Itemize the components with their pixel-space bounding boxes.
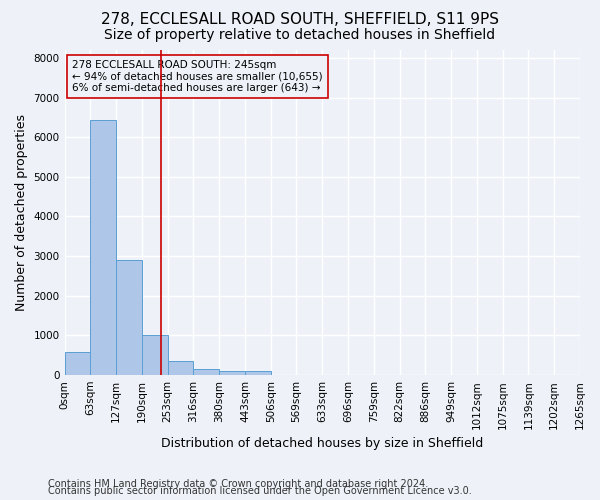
Bar (167, 361, 193, 375)
Bar (193, 368, 219, 375)
Bar (116, 260, 142, 375)
Bar (142, 336, 167, 375)
X-axis label: Distribution of detached houses by size in Sheffield: Distribution of detached houses by size … (161, 437, 484, 450)
Bar (219, 371, 245, 375)
Bar (245, 371, 271, 375)
Bar (91, 120, 116, 375)
Text: Contains public sector information licensed under the Open Government Licence v3: Contains public sector information licen… (48, 486, 472, 496)
Y-axis label: Number of detached properties: Number of detached properties (15, 114, 28, 311)
Text: Contains HM Land Registry data © Crown copyright and database right 2024.: Contains HM Land Registry data © Crown c… (48, 479, 428, 489)
Text: Size of property relative to detached houses in Sheffield: Size of property relative to detached ho… (104, 28, 496, 42)
Bar (65, 352, 91, 375)
Text: 278, ECCLESALL ROAD SOUTH, SHEFFIELD, S11 9PS: 278, ECCLESALL ROAD SOUTH, SHEFFIELD, S1… (101, 12, 499, 28)
Text: 278 ECCLESALL ROAD SOUTH: 245sqm
← 94% of detached houses are smaller (10,655)
6: 278 ECCLESALL ROAD SOUTH: 245sqm ← 94% o… (72, 60, 323, 93)
